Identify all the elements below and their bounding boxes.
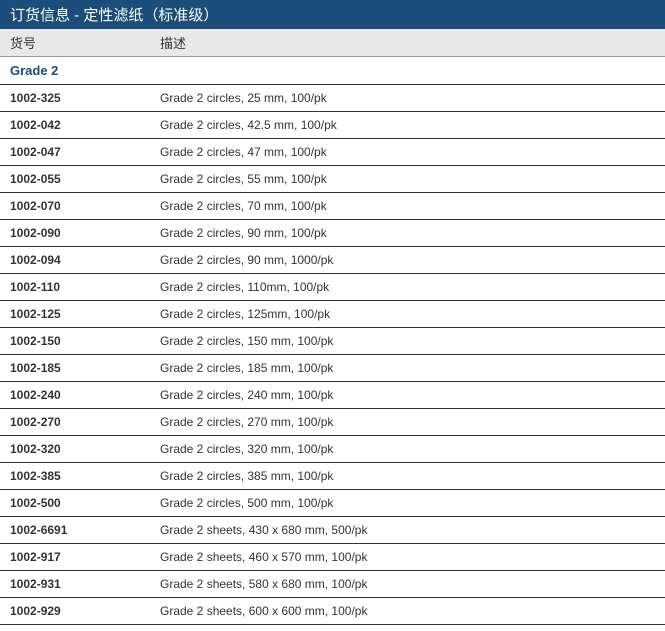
- partno-cell: 1002-125: [10, 307, 160, 321]
- desc-cell: Grade 2 circles, 25 mm, 100/pk: [160, 91, 655, 105]
- table-title: 订货信息 - 定性滤纸（标准级）: [10, 7, 218, 24]
- desc-cell: Grade 2 sheets, 460 x 570 mm, 100/pk: [160, 550, 655, 564]
- desc-cell: Grade 2 sheets, 430 x 680 mm, 500/pk: [160, 523, 655, 537]
- desc-cell: Grade 2 circles, 500 mm, 100/pk: [160, 496, 655, 510]
- rows-container: 1002-325Grade 2 circles, 25 mm, 100/pk10…: [0, 85, 665, 625]
- desc-cell: Grade 2 circles, 125mm, 100/pk: [160, 307, 655, 321]
- table-title-bar: 订货信息 - 定性滤纸（标准级）: [0, 0, 665, 29]
- desc-cell: Grade 2 circles, 70 mm, 100/pk: [160, 199, 655, 213]
- table-row: 1002-047Grade 2 circles, 47 mm, 100/pk: [0, 139, 665, 166]
- partno-cell: 1002-047: [10, 145, 160, 159]
- partno-cell: 1002-090: [10, 226, 160, 240]
- table-row: 1002-500Grade 2 circles, 500 mm, 100/pk: [0, 490, 665, 517]
- partno-cell: 1002-917: [10, 550, 160, 564]
- partno-cell: 1002-500: [10, 496, 160, 510]
- table-row: 1002-110Grade 2 circles, 110mm, 100/pk: [0, 274, 665, 301]
- desc-cell: Grade 2 sheets, 600 x 600 mm, 100/pk: [160, 604, 655, 618]
- table-row: 1002-931Grade 2 sheets, 580 x 680 mm, 10…: [0, 571, 665, 598]
- partno-cell: 1002-094: [10, 253, 160, 267]
- partno-cell: 1002-270: [10, 415, 160, 429]
- table-row: 1002-385Grade 2 circles, 385 mm, 100/pk: [0, 463, 665, 490]
- desc-cell: Grade 2 circles, 110mm, 100/pk: [160, 280, 655, 294]
- partno-cell: 1002-150: [10, 334, 160, 348]
- partno-cell: 1002-240: [10, 388, 160, 402]
- table-row: 1002-917Grade 2 sheets, 460 x 570 mm, 10…: [0, 544, 665, 571]
- table-row: 1002-090Grade 2 circles, 90 mm, 100/pk: [0, 220, 665, 247]
- partno-cell: 1002-042: [10, 118, 160, 132]
- partno-cell: 1002-185: [10, 361, 160, 375]
- desc-cell: Grade 2 circles, 185 mm, 100/pk: [160, 361, 655, 375]
- desc-cell: Grade 2 sheets, 580 x 680 mm, 100/pk: [160, 577, 655, 591]
- desc-cell: Grade 2 circles, 270 mm, 100/pk: [160, 415, 655, 429]
- partno-cell: 1002-110: [10, 280, 160, 294]
- partno-cell: 1002-6691: [10, 523, 160, 537]
- column-desc-header: 描述: [160, 33, 655, 52]
- partno-cell: 1002-325: [10, 91, 160, 105]
- partno-cell: 1002-931: [10, 577, 160, 591]
- table-row: 1002-320Grade 2 circles, 320 mm, 100/pk: [0, 436, 665, 463]
- table-row: 1002-094Grade 2 circles, 90 mm, 1000/pk: [0, 247, 665, 274]
- table-row: 1002-240Grade 2 circles, 240 mm, 100/pk: [0, 382, 665, 409]
- desc-cell: Grade 2 circles, 385 mm, 100/pk: [160, 469, 655, 483]
- partno-cell: 1002-320: [10, 442, 160, 456]
- partno-cell: 1002-929: [10, 604, 160, 618]
- table-row: 1002-325Grade 2 circles, 25 mm, 100/pk: [0, 85, 665, 112]
- partno-cell: 1002-070: [10, 199, 160, 213]
- product-table: 订货信息 - 定性滤纸（标准级） 货号 描述 Grade 2 1002-325G…: [0, 0, 665, 625]
- table-row: 1002-270Grade 2 circles, 270 mm, 100/pk: [0, 409, 665, 436]
- desc-cell: Grade 2 circles, 320 mm, 100/pk: [160, 442, 655, 456]
- table-row: 1002-185Grade 2 circles, 185 mm, 100/pk: [0, 355, 665, 382]
- table-row: 1002-125Grade 2 circles, 125mm, 100/pk: [0, 301, 665, 328]
- desc-cell: Grade 2 circles, 90 mm, 1000/pk: [160, 253, 655, 267]
- column-partno-header: 货号: [10, 33, 160, 52]
- desc-cell: Grade 2 circles, 150 mm, 100/pk: [160, 334, 655, 348]
- partno-cell: 1002-385: [10, 469, 160, 483]
- table-row: 1002-055Grade 2 circles, 55 mm, 100/pk: [0, 166, 665, 193]
- desc-cell: Grade 2 circles, 55 mm, 100/pk: [160, 172, 655, 186]
- table-row: 1002-929Grade 2 sheets, 600 x 600 mm, 10…: [0, 598, 665, 625]
- table-row: 1002-042Grade 2 circles, 42.5 mm, 100/pk: [0, 112, 665, 139]
- column-headers: 货号 描述: [0, 29, 665, 57]
- desc-cell: Grade 2 circles, 240 mm, 100/pk: [160, 388, 655, 402]
- partno-cell: 1002-055: [10, 172, 160, 186]
- grade-header: Grade 2: [0, 57, 665, 85]
- table-row: 1002-6691Grade 2 sheets, 430 x 680 mm, 5…: [0, 517, 665, 544]
- table-row: 1002-150Grade 2 circles, 150 mm, 100/pk: [0, 328, 665, 355]
- table-row: 1002-070Grade 2 circles, 70 mm, 100/pk: [0, 193, 665, 220]
- desc-cell: Grade 2 circles, 90 mm, 100/pk: [160, 226, 655, 240]
- desc-cell: Grade 2 circles, 42.5 mm, 100/pk: [160, 118, 655, 132]
- desc-cell: Grade 2 circles, 47 mm, 100/pk: [160, 145, 655, 159]
